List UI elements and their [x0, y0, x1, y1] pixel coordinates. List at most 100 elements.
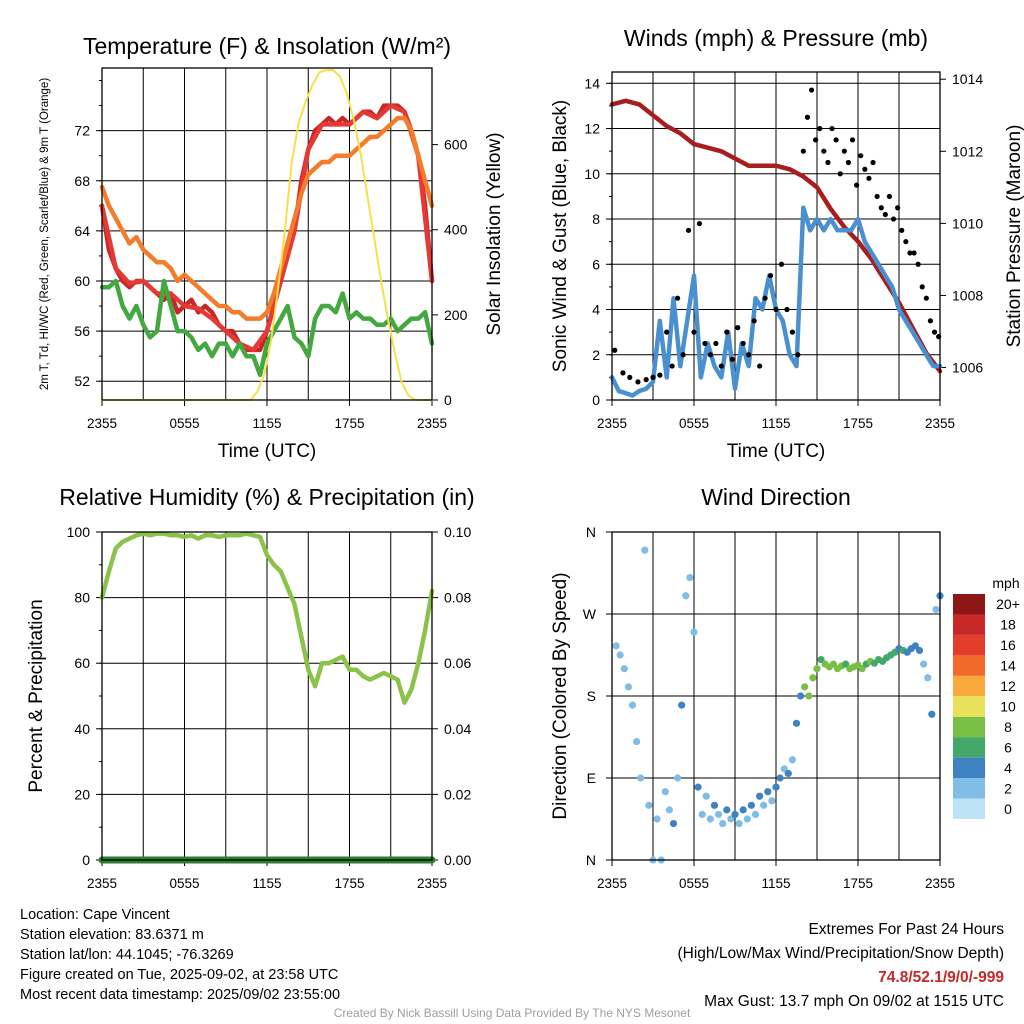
y-tick-label: 20 [74, 786, 90, 802]
gust-point [927, 318, 934, 324]
gust-point [821, 148, 827, 154]
wind-direction-point [928, 710, 936, 718]
9m-t-line [99, 115, 435, 321]
wind-direction-point [686, 573, 694, 582]
humidity-precipitation-chart: Relative Humidity (%) & Precipitation (i… [26, 484, 475, 891]
extremes-heading: Extremes For Past 24 Hours [808, 921, 1004, 938]
2m-td-line [99, 278, 435, 378]
wind-direction-point [715, 810, 723, 819]
y2-axis-label: Solar Insolation (Yellow) [484, 132, 505, 335]
gust-point [808, 87, 815, 93]
wind-direction-point [633, 737, 641, 746]
wind-direction-point [797, 692, 805, 700]
wind-direction-point [788, 756, 797, 764]
y2-tick-label: 0.04 [444, 721, 471, 737]
colorbar-swatch [953, 614, 985, 635]
y-tick-label: N [586, 852, 596, 868]
gust-point [886, 193, 893, 200]
wind-direction-point [924, 674, 932, 682]
gust-point [657, 372, 663, 378]
wind-direction-point [682, 592, 690, 600]
wind-speed-colorbar: mph 0 2 4 6 8 10 12 14 16 18 20+ [953, 575, 1020, 819]
figure-created: Figure created on Tue, 2025-09-02, at 23… [20, 967, 339, 983]
x-tick-label: 2355 [417, 416, 447, 431]
gust-point [858, 153, 864, 159]
y-tick-label: 40 [74, 721, 90, 737]
y-axis-label: Percent & Precipitation [26, 599, 47, 792]
wind-direction-point [747, 801, 756, 809]
colorbar-title: mph [992, 575, 1019, 591]
gust-point [795, 352, 801, 358]
x-axis-label: Time (UTC) [218, 441, 317, 462]
wind-direction-point [920, 660, 928, 668]
chart-title: Relative Humidity (%) & Precipitation (i… [59, 484, 474, 510]
colorbar-label: 6 [1004, 739, 1012, 755]
colorbar-swatch [953, 757, 985, 779]
gust-point [899, 227, 905, 233]
station-info: Location: Cape Vincent Station elevation… [20, 905, 340, 1005]
y2-tick-label: 1014 [952, 71, 983, 87]
gust-point [866, 175, 872, 181]
y-tick-label: S [587, 688, 596, 704]
y2-tick-label: 0 [444, 392, 452, 408]
y-axis-label: Sonic Wind & Gust (Blue, Black) [550, 100, 571, 372]
wind-direction-point [719, 819, 727, 828]
x-tick-label: 2355 [87, 416, 117, 431]
x-tick-label: 1155 [761, 416, 790, 431]
wind-direction-point [776, 774, 784, 782]
chart-title: Temperature (F) & Insolation (W/m²) [83, 33, 451, 59]
station-location: Location: Cape Vincent [20, 907, 170, 923]
wind-direction-point [702, 792, 710, 800]
gust-point [669, 363, 675, 369]
solar-insolation-line [101, 69, 433, 401]
colorbar-swatch [953, 594, 985, 615]
wind-direction-point [661, 788, 669, 796]
x-tick-label: 1155 [761, 876, 790, 891]
y2-tick-label: 1010 [952, 215, 983, 231]
x-tick-label: 1155 [252, 416, 281, 431]
gust-point [903, 239, 909, 245]
y2-tick-label: 1008 [952, 287, 983, 303]
x-tick-label: 0555 [169, 416, 199, 431]
y-tick-label: 80 [74, 590, 90, 606]
temperature-insolation-chart: Temperature (F) & Insolation (W/m²) 2355 0… [39, 33, 505, 462]
y-tick-label: 14 [584, 75, 600, 91]
plot-frame [611, 71, 941, 401]
x-tick-label: 2355 [925, 416, 955, 431]
x-tick-label: 0555 [679, 416, 709, 431]
wind-direction-point [612, 642, 620, 650]
gust-point [643, 377, 649, 383]
y-tick-label: 68 [74, 173, 90, 189]
extremes-info: Extremes For Past 24 Hours (High/Low/Max… [678, 918, 1005, 1014]
wind-direction-point [784, 769, 792, 778]
gust-point [664, 329, 670, 335]
y2-tick-label: 1012 [952, 143, 983, 159]
wind-direction-point [739, 806, 747, 814]
wind-direction-point [932, 605, 940, 614]
gust-point [804, 114, 811, 120]
colorbar-label: 8 [1004, 719, 1012, 735]
colorbar-label: 20+ [996, 596, 1020, 612]
gust-point [854, 182, 860, 188]
y-tick-label: 52 [74, 373, 90, 389]
gust-point [735, 325, 741, 331]
gust-point [718, 363, 724, 369]
gust-point [862, 166, 868, 172]
winds-pressure-chart: Winds (mph) & Pressure (mb) 2355 0555 1155 1… [550, 25, 1024, 462]
colorbar-label: 12 [1000, 678, 1016, 694]
y-tick-label: 0 [82, 852, 90, 868]
y2-tick-label: 0.02 [444, 786, 471, 802]
wind-direction-point [616, 651, 624, 659]
colorbar-swatch [953, 675, 985, 697]
y2-tick-label: 0.00 [444, 852, 471, 868]
colorbar-label: 10 [1000, 699, 1016, 715]
y2-tick-label: 200 [444, 307, 468, 323]
wind-direction-point [792, 719, 801, 727]
y-tick-label: 4 [592, 302, 600, 318]
gust-point [746, 352, 752, 358]
x-tick-label: 2355 [597, 416, 627, 431]
wind-direction-point [805, 692, 813, 700]
gust-point [817, 125, 823, 132]
